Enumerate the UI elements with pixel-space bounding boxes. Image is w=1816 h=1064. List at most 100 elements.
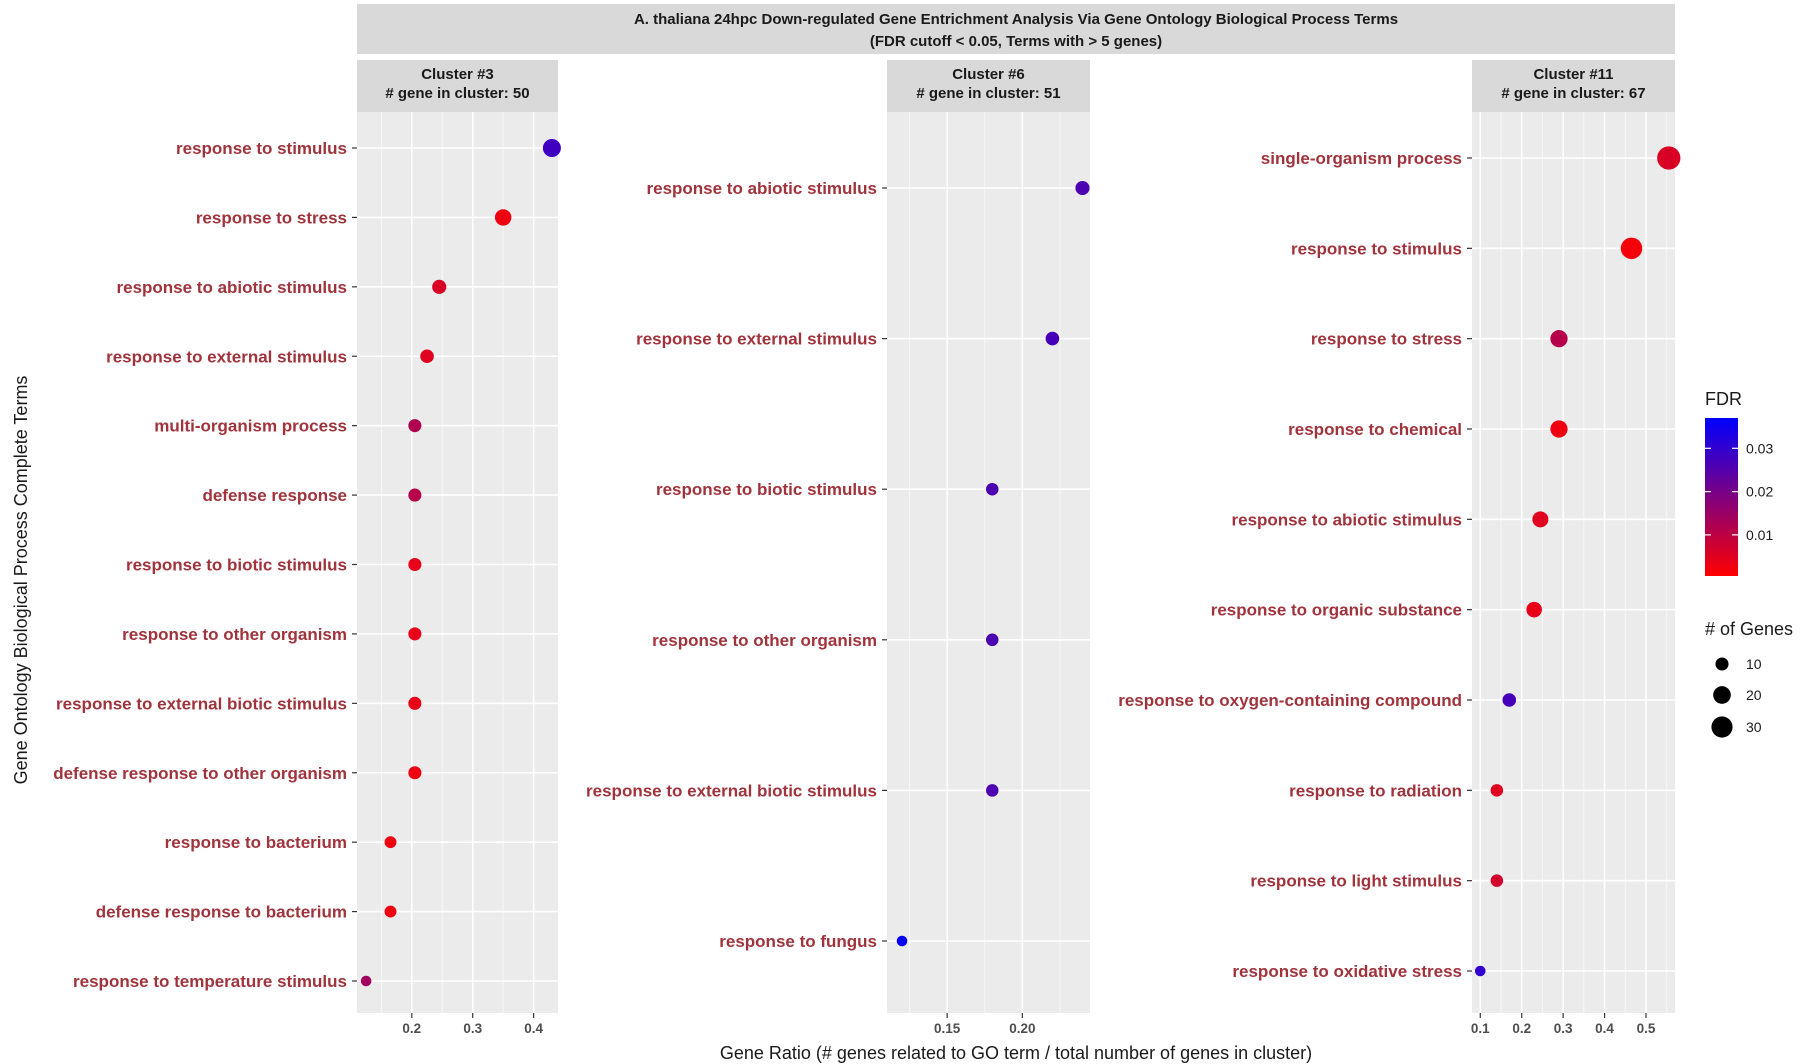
data-point (1620, 237, 1643, 260)
data-point (986, 482, 999, 496)
fdr-legend-title: FDR (1705, 389, 1742, 409)
term-label: response to stress (1311, 330, 1462, 349)
y-axis-title: Gene Ontology Biological Process Complet… (11, 376, 31, 785)
fdr-colorbar (1705, 418, 1738, 576)
panel-background (1472, 112, 1675, 1013)
term-label: response to other organism (652, 631, 877, 650)
term-label: response to other organism (122, 625, 347, 644)
facet-strip-subtitle: # gene in cluster: 50 (385, 85, 529, 102)
data-point (986, 784, 999, 797)
data-point (1550, 420, 1568, 438)
facet-panel-2: Cluster #6 # gene in cluster: 51 response … (586, 60, 1090, 1036)
data-point (408, 766, 422, 780)
data-point (542, 138, 561, 158)
term-label: response to radiation (1289, 781, 1462, 800)
fdr-tick-label: 0.01 (1746, 527, 1773, 543)
x-tick-label: 0.2 (1512, 1021, 1531, 1036)
data-point (1045, 331, 1060, 346)
facet-strip-subtitle: # gene in cluster: 67 (1501, 85, 1645, 102)
facet-panel-3: Cluster #11 # gene in cluster: 67 single-o… (1118, 60, 1681, 1036)
x-tick-label: 0.1 (1471, 1021, 1490, 1036)
x-tick-label: 0.15 (934, 1021, 961, 1036)
data-point (494, 209, 512, 226)
data-point (1490, 874, 1504, 887)
data-point (408, 488, 422, 502)
term-label: multi-organism process (154, 417, 347, 436)
x-tick-label: 0.2 (402, 1021, 421, 1036)
data-point (408, 627, 422, 641)
facet-strip-title: Cluster #11 (1533, 66, 1613, 83)
term-label: response to organic substance (1211, 601, 1462, 620)
term-label: response to bacterium (165, 833, 347, 852)
term-label: defense response to bacterium (96, 903, 347, 922)
fdr-legend-ticks: 0.01 0.02 0.03 (1705, 440, 1773, 543)
data-point (1490, 784, 1504, 797)
genes-legend-title: # of Genes (1705, 619, 1793, 639)
x-tick-label: 0.5 (1637, 1021, 1656, 1036)
x-tick-label: 0.3 (1554, 1021, 1573, 1036)
genes-legend-keys: 10 20 30 (1711, 656, 1762, 738)
data-point (1474, 965, 1486, 977)
genes-legend-dot (1715, 657, 1729, 671)
genes-legend-label: 20 (1746, 687, 1762, 703)
facet-strip-title: Cluster #3 (421, 66, 494, 83)
panel-background (357, 112, 558, 1013)
term-label: response to temperature stimulus (73, 972, 347, 991)
term-label: response to abiotic stimulus (1232, 510, 1463, 529)
term-label: response to external stimulus (636, 330, 877, 349)
term-label: response to external biotic stimulus (586, 781, 877, 800)
genes-legend-label: 30 (1746, 719, 1762, 735)
fdr-tick-label: 0.02 (1746, 484, 1773, 500)
genes-legend-dot (1713, 686, 1731, 704)
data-point (1502, 693, 1517, 707)
panel-background (887, 112, 1090, 1013)
data-point (986, 633, 999, 647)
title-line-1: A. thaliana 24hpc Down-regulated Gene En… (634, 11, 1398, 28)
term-label: response to biotic stimulus (656, 480, 877, 499)
term-label: response to stimulus (176, 139, 347, 158)
term-label: response to stress (196, 208, 347, 227)
term-label: response to stimulus (1291, 239, 1462, 258)
genes-legend-label: 10 (1746, 656, 1762, 672)
legend: FDR 0.01 0.02 0.03 # of Genes 10 20 30 (1705, 389, 1793, 738)
figure-title: A. thaliana 24hpc Down-regulated Gene En… (357, 4, 1675, 54)
term-label: response to light stimulus (1250, 872, 1462, 891)
facet-strip (887, 60, 1090, 112)
term-label: response to abiotic stimulus (647, 179, 878, 198)
term-label: response to external stimulus (106, 347, 347, 366)
facet-strip-subtitle: # gene in cluster: 51 (916, 85, 1060, 102)
data-point (1075, 180, 1090, 196)
term-label: single-organism process (1261, 149, 1462, 168)
data-point (1526, 601, 1542, 618)
term-label: response to abiotic stimulus (117, 278, 348, 297)
term-label: response to biotic stimulus (126, 556, 347, 575)
data-point (1532, 511, 1549, 528)
term-label: response to chemical (1288, 420, 1462, 439)
x-tick-label: 0.3 (463, 1021, 482, 1036)
data-point (1550, 330, 1568, 348)
data-point (360, 975, 372, 987)
term-label: response to oxygen-containing compound (1118, 691, 1462, 710)
term-label: response to fungus (719, 932, 877, 951)
title-line-2: (FDR cutoff < 0.05, Terms with > 5 genes… (870, 33, 1162, 50)
x-tick-label: 0.20 (1009, 1021, 1035, 1036)
x-tick-label: 0.4 (1595, 1021, 1614, 1036)
term-label: response to oxidative stress (1232, 962, 1462, 981)
genes-legend-dot (1711, 716, 1733, 738)
term-label: defense response (202, 486, 347, 505)
data-point (896, 935, 908, 947)
facet-strip-title: Cluster #6 (952, 66, 1025, 83)
facet-strip (1472, 60, 1675, 112)
data-point (1657, 146, 1681, 170)
data-point (408, 696, 422, 710)
term-label: response to external biotic stimulus (56, 694, 347, 713)
data-point (384, 836, 397, 849)
x-tick-label: 0.4 (524, 1021, 543, 1036)
data-point (408, 557, 422, 572)
facet-panel-1: Cluster #3 # gene in cluster: 50 response … (53, 60, 561, 1036)
term-label: defense response to other organism (53, 764, 347, 783)
data-point (432, 279, 447, 294)
x-axis-title: Gene Ratio (# genes related to GO term /… (720, 1043, 1312, 1063)
facet-panels: Cluster #3 # gene in cluster: 50 response … (53, 60, 1681, 1036)
